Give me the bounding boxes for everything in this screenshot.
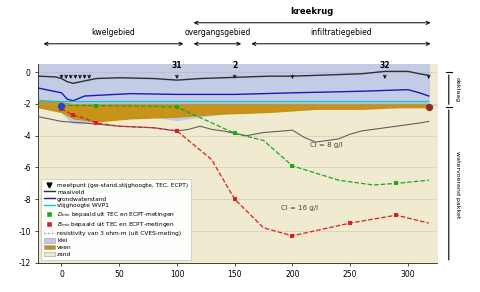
Point — [425, 105, 432, 110]
Text: deklaag: deklaag — [455, 77, 459, 102]
Point — [58, 103, 65, 108]
Point — [58, 106, 65, 111]
Text: infiltratiegebied: infiltratiegebied — [310, 28, 372, 37]
Text: Cl = 8 g/l: Cl = 8 g/l — [310, 142, 342, 148]
Text: 31: 31 — [172, 61, 182, 70]
Point — [173, 128, 181, 133]
Legend: meetpunt (gw-stand,stijghoogte, TEC, ECPT), maaiveld, grondwaterstand, stijghoog: meetpunt (gw-stand,stijghoogte, TEC, ECP… — [41, 180, 191, 260]
Point — [69, 113, 77, 117]
Point — [173, 105, 181, 110]
Text: overgangsgebied: overgangsgebied — [184, 28, 251, 37]
Point — [231, 131, 239, 136]
Text: 2: 2 — [232, 61, 237, 70]
Point — [231, 197, 239, 201]
Text: watervoerend pakket: watervoerend pakket — [455, 151, 459, 219]
Text: Cl = 16 g/l: Cl = 16 g/l — [281, 205, 318, 211]
Point — [393, 213, 400, 218]
Point — [92, 103, 100, 108]
Text: 32: 32 — [380, 61, 390, 70]
Point — [92, 121, 100, 125]
Point — [58, 103, 65, 108]
Text: kwelgebied: kwelgebied — [92, 28, 135, 37]
Point — [347, 221, 354, 225]
Point — [288, 234, 296, 238]
Point — [288, 164, 296, 168]
Point — [393, 181, 400, 186]
Text: kreekrug: kreekrug — [290, 7, 334, 16]
